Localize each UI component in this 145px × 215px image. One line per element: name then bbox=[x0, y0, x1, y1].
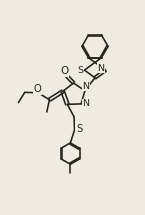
Text: S: S bbox=[76, 124, 82, 134]
Text: O: O bbox=[34, 84, 41, 94]
Text: S: S bbox=[77, 66, 83, 75]
Text: N: N bbox=[83, 99, 90, 108]
Text: N: N bbox=[82, 82, 89, 91]
Text: O: O bbox=[60, 66, 68, 76]
Text: N: N bbox=[97, 64, 104, 73]
